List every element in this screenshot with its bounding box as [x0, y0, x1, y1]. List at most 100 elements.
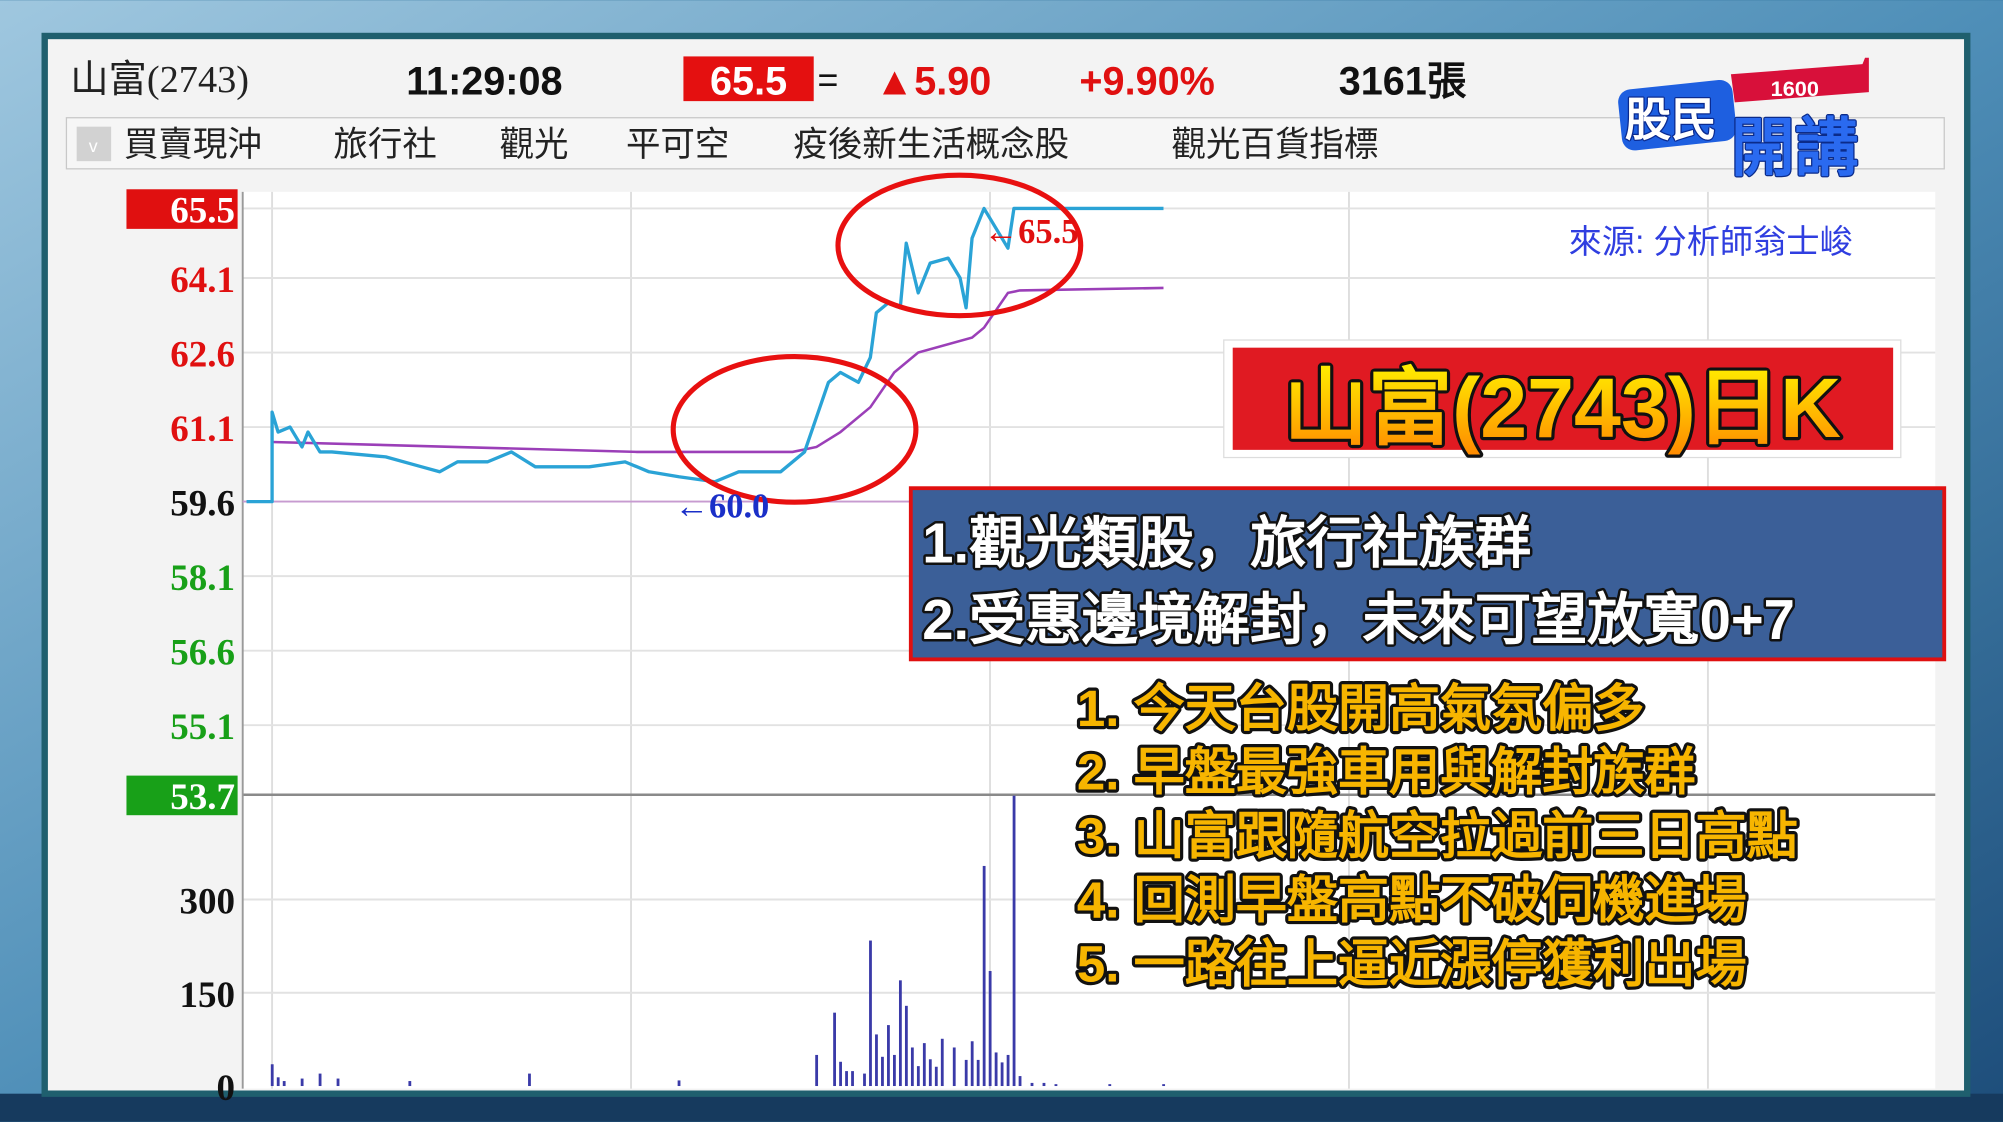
price-change: ▲5.90: [875, 60, 991, 104]
volume-bar: [940, 1038, 944, 1087]
current-price: 65.5: [710, 60, 787, 104]
volume-bar: [988, 971, 992, 1087]
info-line-1: 1.觀光類股，旅行社族群: [922, 511, 1531, 574]
tab-dropdown-toggle[interactable]: [76, 126, 112, 162]
tab-3[interactable]: 平可空: [626, 126, 729, 164]
limit-price-box: [126, 775, 238, 816]
volume-bars: [270, 795, 1166, 1087]
volume-bar: [1012, 795, 1016, 1087]
note-3: 3. 山富跟隨航空拉過前三日高點: [1077, 808, 1798, 865]
tab-2[interactable]: 觀光: [499, 126, 568, 164]
price-tick-label: 58.1: [170, 558, 235, 599]
volume-bar: [833, 1012, 836, 1087]
quote-header: 山富(2743) 11:29:08 65.5 = ▲5.90 +9.90% 31…: [70, 56, 1467, 104]
volume-bar: [922, 1043, 926, 1087]
svg-text:1600: 1600: [1771, 76, 1819, 101]
volume-bar: [677, 1080, 681, 1087]
logo-text-sub: 開講: [1731, 112, 1859, 184]
highlight-circle-high: [835, 172, 1084, 319]
price-tick-label: 53.7: [170, 777, 235, 818]
trade-notes: 1. 今天台股開高氣氛偏多 2. 早盤最強車用與解封族群 3. 山富跟隨航空拉過…: [1074, 677, 1801, 996]
volume-tick-label: 300: [179, 882, 235, 923]
note-2: 2. 早盤最強車用與解封族群: [1077, 744, 1696, 801]
volume-bar: [875, 1034, 878, 1087]
volume-bar: [934, 1066, 938, 1087]
volume-bar: [910, 1047, 914, 1087]
highlight-circle-breakout: [670, 354, 919, 505]
volume-bar: [300, 1078, 304, 1087]
volume-bar: [1030, 1082, 1034, 1087]
volume-bar: [1018, 1076, 1022, 1087]
note-5: 5. 一路往上逼近漲停獲利出場: [1077, 935, 1747, 992]
total-volume: 3161張: [1339, 60, 1467, 104]
tab-0[interactable]: 買賣現沖: [124, 126, 262, 164]
volume-bar: [869, 940, 872, 1087]
volume-bar: [976, 1059, 980, 1087]
high-marker: ←65.5: [984, 213, 1079, 251]
volume-bar: [336, 1078, 340, 1087]
price-tick-label: 55.1: [170, 707, 235, 748]
note-1: 1. 今天台股開高氣氛偏多: [1077, 680, 1645, 737]
volume-bar: [845, 1071, 848, 1087]
limit-price-box: [126, 189, 238, 229]
quote-time: 11:29:08: [406, 60, 562, 104]
bottom-strip: [0, 1093, 2003, 1122]
volume-axis: 300 150 0: [179, 882, 235, 1110]
volume-bar: [1042, 1082, 1046, 1087]
title-banner: [1232, 347, 1894, 450]
tab-5[interactable]: 觀光百貨指標: [1171, 126, 1378, 164]
low-marker: ←60.0: [674, 488, 769, 526]
price-tick-label: 64.1: [170, 260, 235, 301]
price-change-pct: +9.90%: [1079, 60, 1214, 104]
info-line-2: 2.受惠邊境解封，未來可望放寬0+7: [922, 588, 1795, 651]
volume-bar: [282, 1081, 286, 1087]
volume-bar: [1054, 1084, 1058, 1087]
volume-bar: [1108, 1084, 1112, 1087]
price-axis: 65.5 64.1 62.6 61.1 59.6 58.1 56.6 55.1 53.7: [126, 189, 238, 818]
chevron-down-icon: v: [89, 136, 98, 156]
price-tick-label: 62.6: [170, 335, 235, 376]
tab-1[interactable]: 旅行社: [333, 126, 436, 164]
volume-bar: [893, 1054, 896, 1087]
volume-bar: [851, 1071, 854, 1087]
volume-bar: [904, 1005, 908, 1087]
flat-mark: =: [818, 60, 839, 100]
price-line: [246, 206, 1164, 504]
volume-bar: [964, 1059, 968, 1087]
volume-bar: [1000, 1062, 1004, 1087]
source-note: 來源: 分析師翁士峻: [1569, 224, 1853, 261]
volume-bar: [952, 1047, 956, 1087]
volume-bar: [270, 1064, 274, 1087]
volume-bar: [815, 1054, 819, 1087]
volume-bar: [318, 1073, 322, 1087]
info-box: [908, 486, 1947, 662]
price-tick-label: 59.6: [170, 484, 235, 525]
volume-bar: [970, 1041, 974, 1087]
volume-tick-label: 0: [217, 1068, 236, 1109]
volume-bar: [916, 1066, 920, 1087]
volume-bar: [887, 1025, 890, 1087]
volume-bar: [898, 980, 902, 1087]
volume-bar: [839, 1061, 842, 1087]
volume-bar: [528, 1073, 531, 1087]
volume-bar: [1162, 1084, 1166, 1087]
volume-bar: [928, 1059, 932, 1087]
price-tick-label: 65.5: [170, 190, 235, 231]
tab-4[interactable]: 疫後新生活概念股: [793, 126, 1069, 164]
average-price-line: [272, 286, 1164, 454]
volume-bar: [881, 1056, 884, 1087]
volume-bar: [276, 1077, 280, 1087]
price-tick-label: 56.6: [170, 633, 235, 674]
stock-name: 山富(2743): [70, 58, 249, 101]
volume-bar: [982, 865, 986, 1087]
volume-bar: [1006, 1054, 1010, 1087]
volume-bar: [408, 1081, 412, 1087]
title-banner-text: 山富(2743)日K: [1284, 361, 1842, 455]
note-4: 4. 回測早盤高點不破伺機進場: [1077, 871, 1747, 928]
volume-bar: [994, 1052, 998, 1087]
volume-tick-label: 150: [179, 975, 235, 1016]
price-tick-label: 61.1: [170, 409, 235, 450]
price-box: [683, 56, 814, 102]
volume-bar: [863, 1073, 866, 1087]
